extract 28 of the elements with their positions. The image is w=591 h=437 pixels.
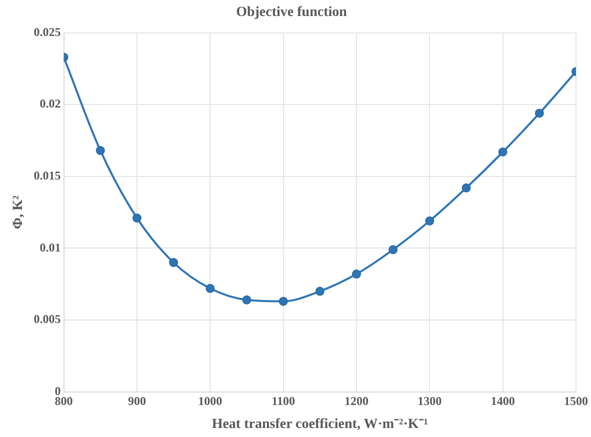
point — [242, 295, 252, 304]
x-tick-label: 1400 — [490, 394, 515, 408]
point — [278, 296, 288, 306]
y-tick-label: 0.01 — [40, 240, 61, 254]
point — [462, 183, 471, 192]
x-tick-label: 1500 — [564, 394, 588, 408]
y-tick-label: 0.02 — [40, 96, 61, 111]
point — [352, 270, 361, 279]
point — [132, 214, 142, 223]
x-tick-label: 900 — [128, 394, 146, 408]
x-axis-title: Heat transfer coefficient, W·m⁻²·K⁻¹ — [212, 417, 428, 432]
y-axis-title: Φ, K² — [11, 195, 26, 230]
x-tick-label: 1300 — [418, 394, 442, 408]
point — [169, 258, 178, 268]
chart-title: Objective function — [236, 5, 348, 20]
y-tick-label: 0.025 — [34, 24, 61, 39]
x-tick-label: 1000 — [198, 394, 222, 408]
point — [534, 108, 544, 118]
point — [388, 245, 398, 254]
point — [315, 286, 324, 296]
point — [206, 284, 215, 293]
x-tick-label: 1200 — [344, 394, 368, 408]
x-tick-label: 1100 — [272, 394, 295, 408]
y-tick-label: 0.005 — [34, 312, 61, 326]
point — [498, 147, 508, 156]
point — [96, 146, 105, 156]
y-tick-label: 0.015 — [34, 168, 61, 182]
point — [425, 216, 434, 226]
